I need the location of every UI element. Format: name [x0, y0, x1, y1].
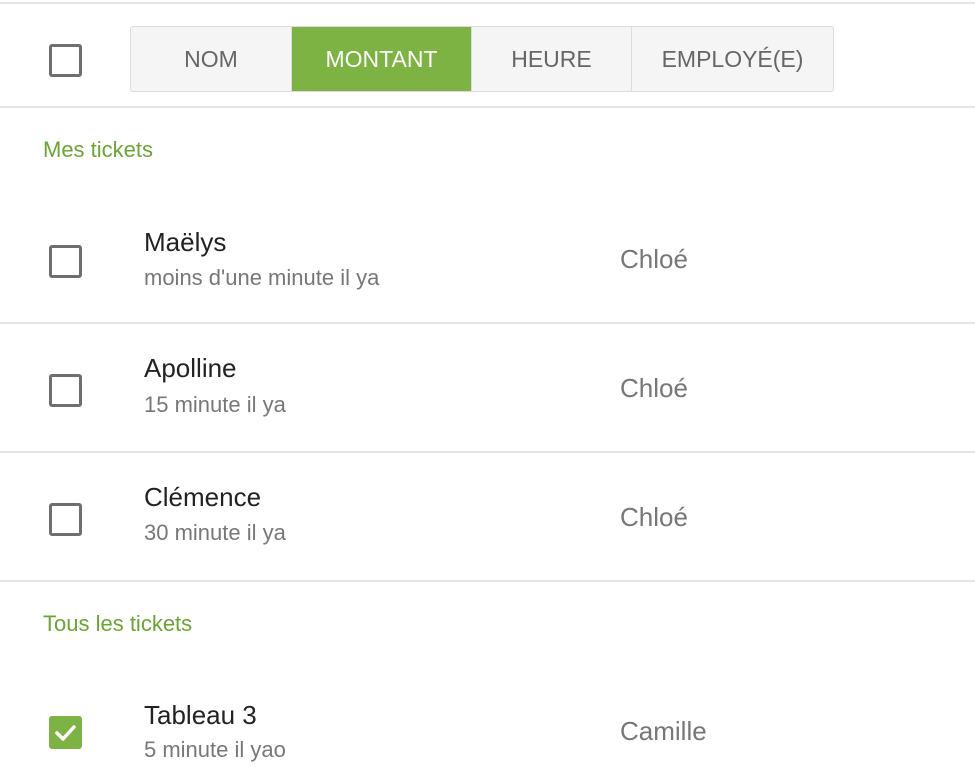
- checkmark-icon: [55, 725, 76, 741]
- row-divider: [0, 580, 975, 582]
- ticket-checkbox[interactable]: [49, 503, 82, 536]
- section-title-tous-les-tickets: Tous les tickets: [43, 611, 193, 636]
- ticket-employee: Chloé: [620, 244, 688, 274]
- select-all-checkbox[interactable]: [49, 44, 82, 77]
- ticket-time: 30 minute il ya: [144, 520, 286, 545]
- header-divider: [0, 106, 975, 108]
- ticket-checkbox[interactable]: [49, 374, 82, 407]
- ticket-time: 15 minute il ya: [144, 392, 286, 417]
- sort-montant-button[interactable]: MONTANT: [292, 27, 472, 91]
- row-divider: [0, 322, 975, 324]
- sort-nom-button[interactable]: NOM: [131, 27, 292, 91]
- ticket-employee: Chloé: [620, 502, 688, 532]
- top-divider: [0, 2, 975, 4]
- ticket-name: Tableau 3: [144, 700, 257, 730]
- ticket-employee: Chloé: [620, 373, 688, 403]
- sort-segmented-control: NOM MONTANT HEURE EMPLOYÉ(E): [130, 26, 834, 92]
- ticket-name: Apolline: [144, 353, 237, 383]
- ticket-checkbox-checked[interactable]: [49, 716, 82, 749]
- sort-heure-button[interactable]: HEURE: [472, 27, 632, 91]
- section-title-mes-tickets: Mes tickets: [43, 137, 154, 162]
- ticket-row[interactable]: Clémence 30 minute il ya Chloé: [0, 453, 975, 581]
- ticket-checkbox[interactable]: [49, 245, 82, 278]
- ticket-name: Clémence: [144, 482, 262, 512]
- ticket-time: 5 minute il yao: [144, 737, 286, 762]
- ticket-employee: Camille: [620, 716, 707, 746]
- row-divider: [0, 451, 975, 453]
- ticket-row[interactable]: Apolline 15 minute il ya Chloé: [0, 324, 975, 452]
- ticket-name: Maëlys: [144, 227, 227, 257]
- ticket-row[interactable]: Maëlys moins d'une minute il ya Chloé: [0, 195, 975, 323]
- ticket-row[interactable]: Tableau 3 5 minute il yao Camille: [0, 670, 975, 777]
- ticket-time: moins d'une minute il ya: [144, 265, 380, 290]
- sort-employee-button[interactable]: EMPLOYÉ(E): [661, 45, 804, 72]
